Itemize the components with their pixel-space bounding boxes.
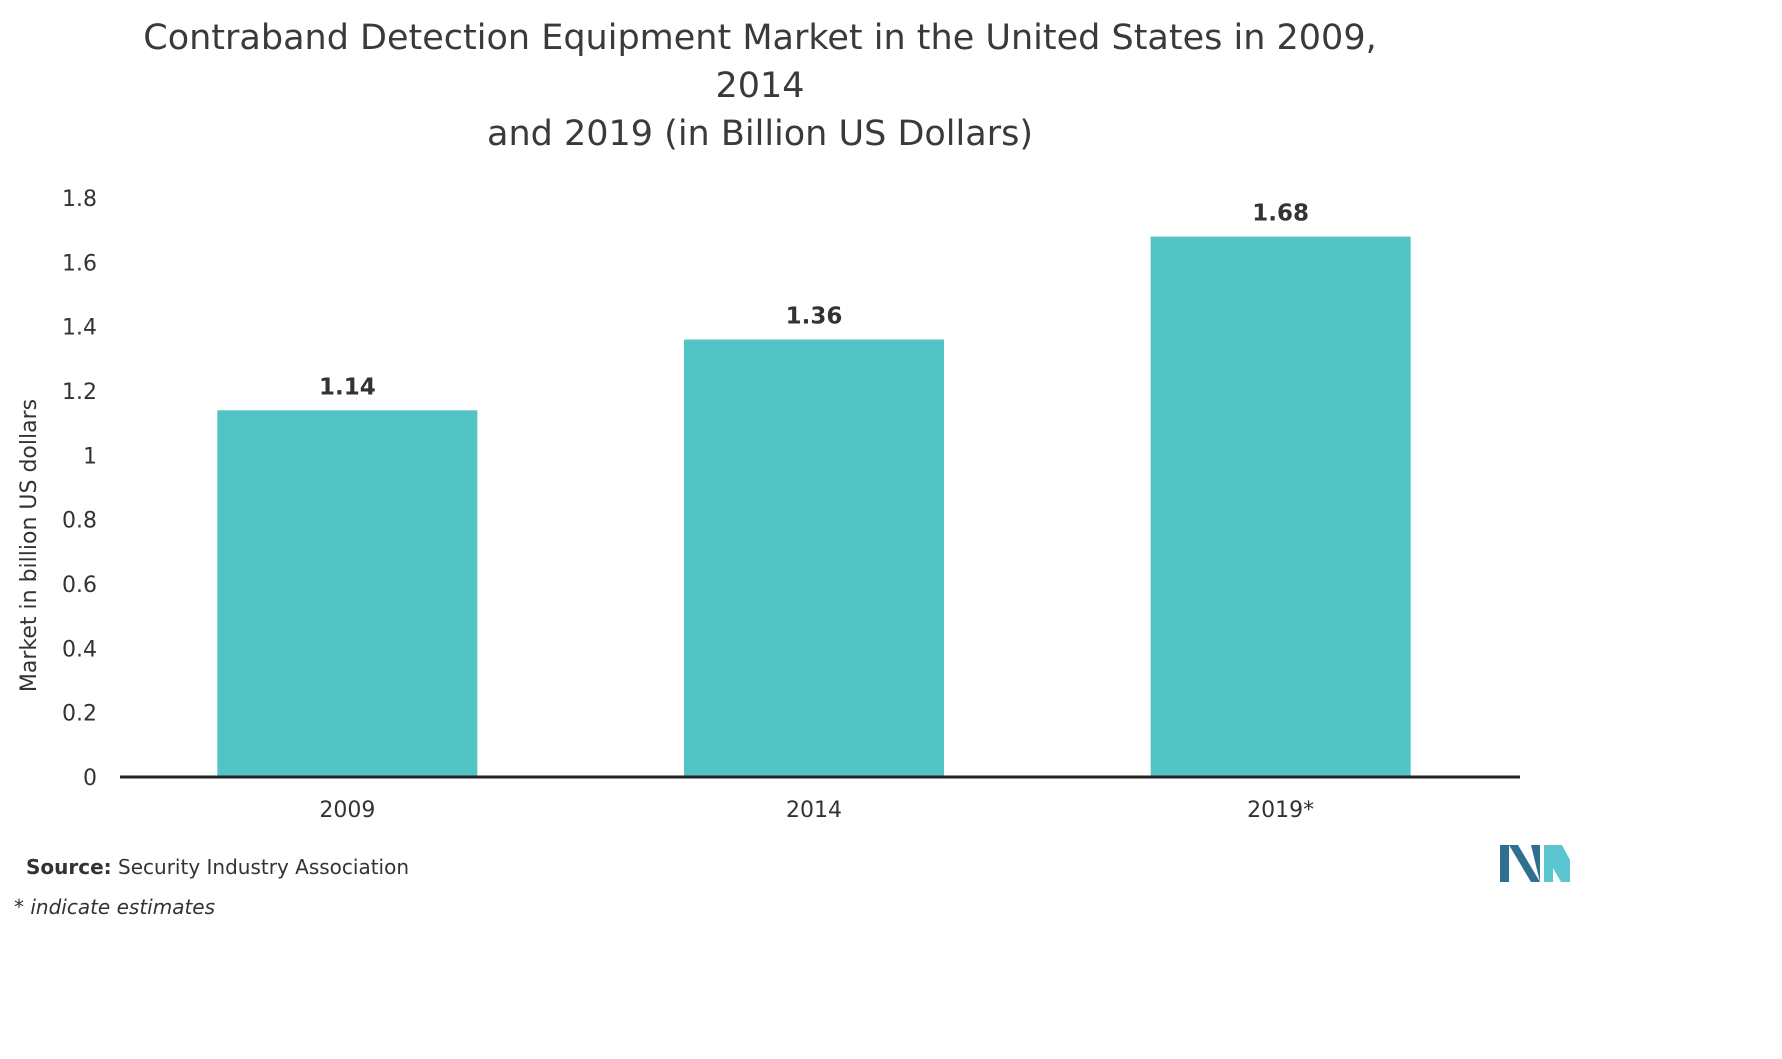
chart-title-line-1: Contraband Detection Equipment Market in…: [143, 18, 1377, 106]
source-text: Security Industry Association: [111, 855, 410, 879]
y-tick-label: 1.6: [62, 251, 97, 276]
bar-2014: [684, 339, 944, 777]
y-axis-title: Market in billion US dollars: [17, 399, 42, 692]
source-label: Source:: [26, 855, 112, 879]
x-tick-label: 2014: [786, 798, 842, 823]
y-tick-label: 0.2: [62, 702, 97, 727]
bar-2009: [217, 410, 478, 777]
data-label: 1.14: [319, 374, 376, 400]
chart-title: Contraband Detection Equipment Market in…: [120, 14, 1400, 158]
y-tick-label: 0.4: [62, 637, 97, 662]
y-tick-label: 0.8: [62, 509, 97, 534]
x-tick-label: 2019*: [1247, 798, 1314, 823]
y-tick-label: 1.4: [62, 316, 97, 341]
y-tick-label: 0: [83, 766, 97, 791]
source-note: Source: Security Industry Association: [26, 855, 409, 879]
y-tick-label: 1.2: [62, 380, 97, 405]
data-label: 1.68: [1252, 201, 1309, 227]
mordor-intelligence-logo-icon: [1500, 845, 1570, 882]
estimate-note: * indicate estimates: [14, 895, 216, 919]
y-tick-label: 1: [83, 444, 97, 469]
y-tick-label: 0.6: [62, 573, 97, 598]
y-tick-label: 1.8: [62, 187, 97, 212]
x-tick-label: 2009: [319, 798, 375, 823]
chart-title-line-2: and 2019 (in Billion US Dollars): [487, 114, 1033, 154]
bar-2019: [1150, 236, 1411, 778]
data-label: 1.36: [786, 304, 843, 330]
